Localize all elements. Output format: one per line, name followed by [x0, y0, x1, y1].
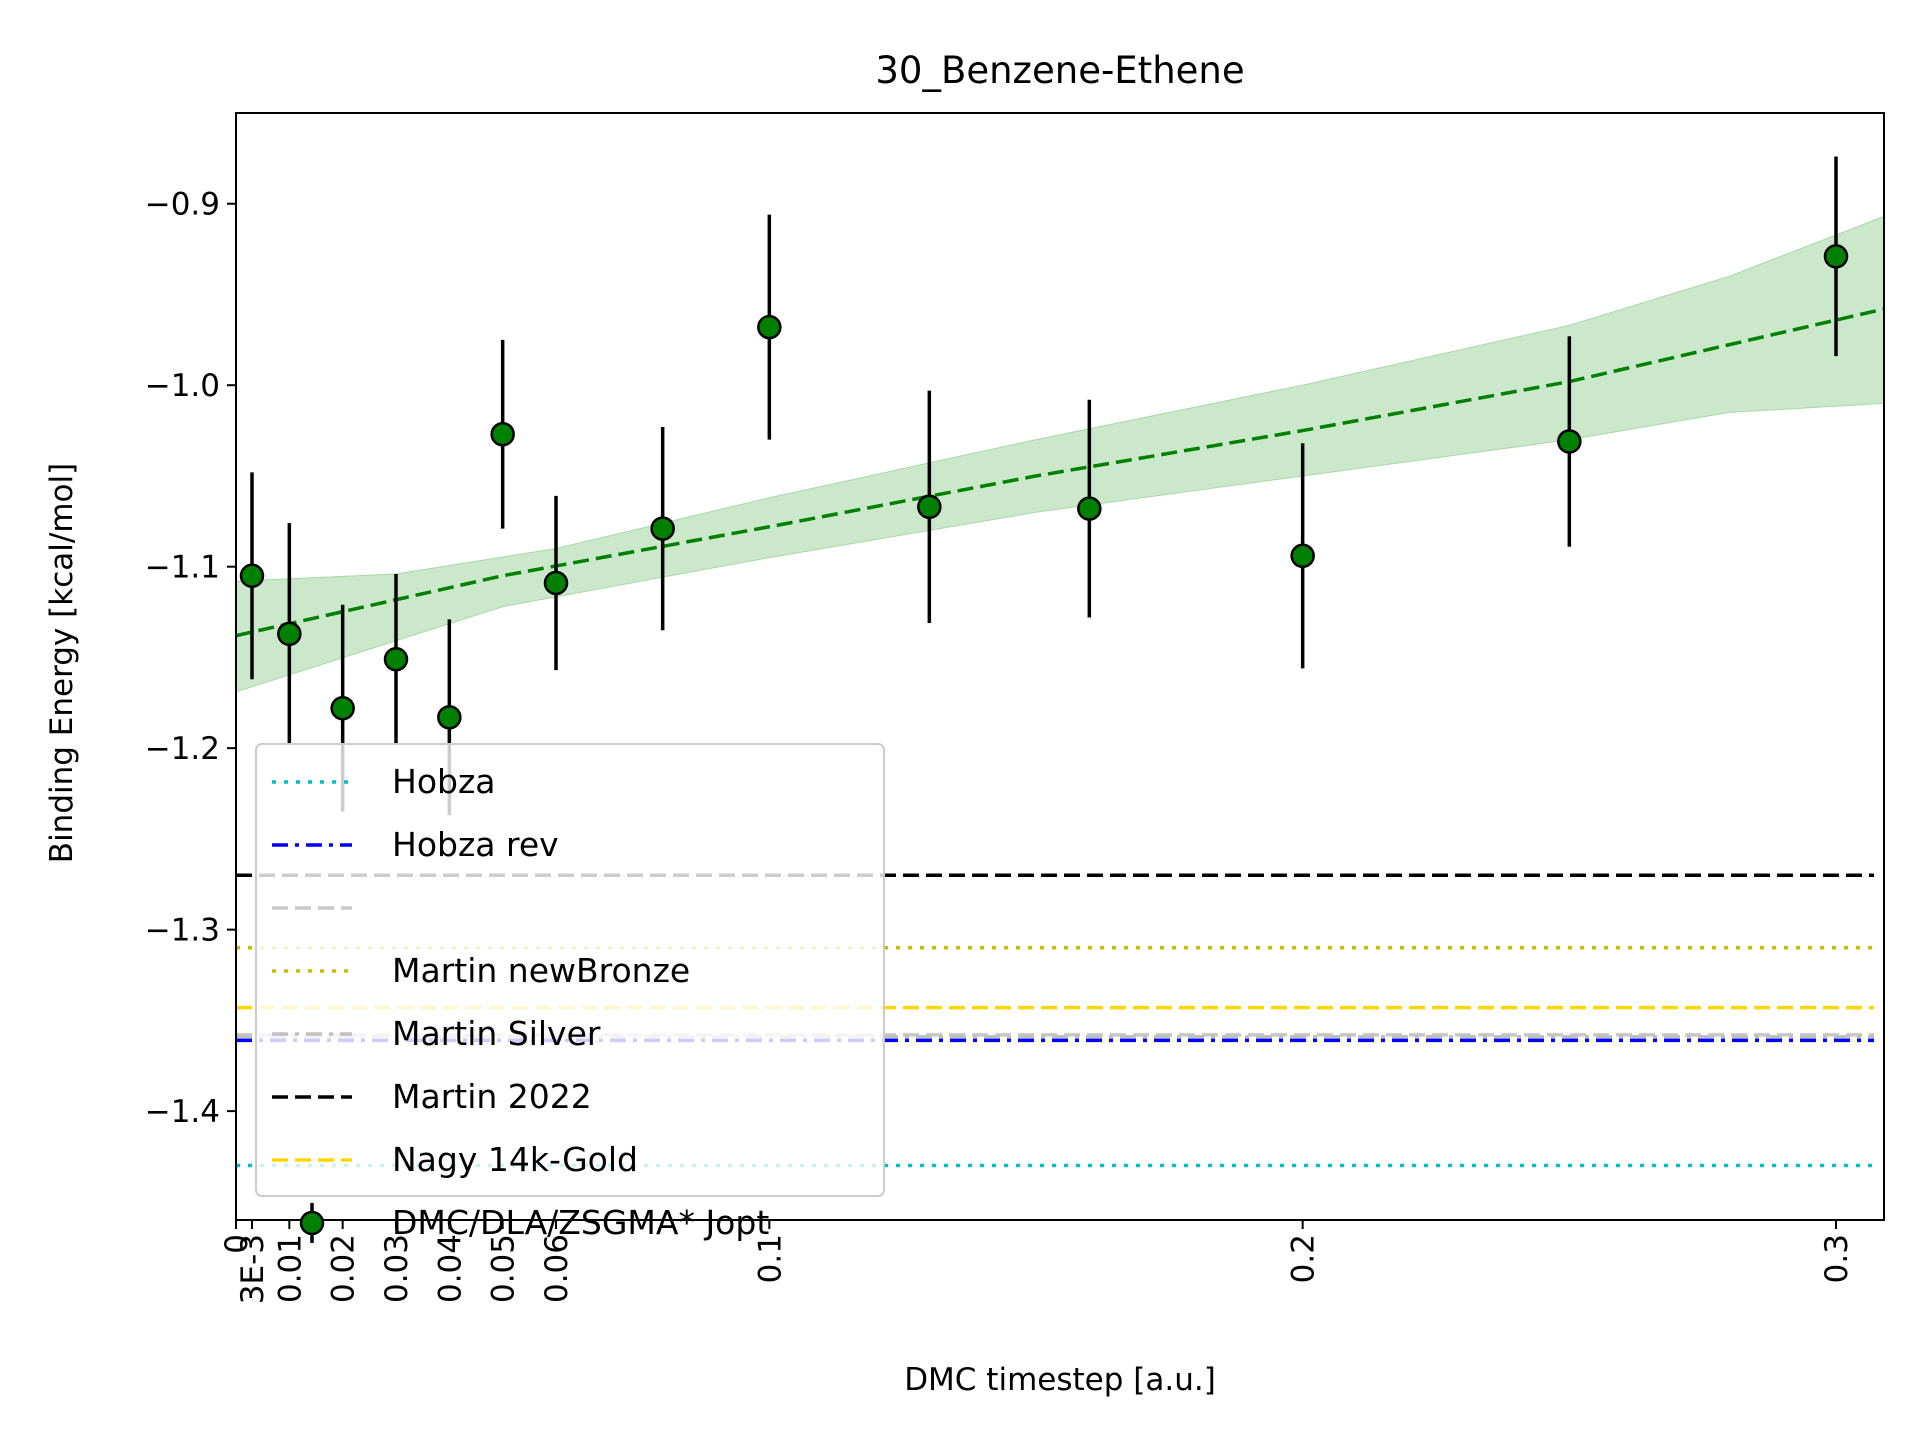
legend-box — [255, 743, 885, 1197]
x-tick-label-8: 0.1 — [752, 1234, 788, 1283]
x-tick-label-7: 0.06 — [539, 1234, 575, 1303]
legend: Hobza Hobza rev Martin newBronze Martin Sil… — [255, 743, 885, 1243]
legend-label-5: Martin 2022 — [392, 1077, 592, 1116]
data-point-0-2 — [330, 695, 355, 721]
data-point-0-1 — [277, 621, 302, 647]
legend-label-4: Martin Silver — [392, 1014, 601, 1053]
x-tick-label-1: 3E-3 — [235, 1234, 271, 1304]
data-point-0-8 — [757, 314, 782, 340]
plot-area — [236, 156, 1884, 1168]
legend-label-3: Martin newBronze — [392, 951, 690, 990]
data-point-0-0 — [239, 563, 265, 589]
x-tick-label-0: 0 — [219, 1234, 255, 1254]
fit-confidence-band — [236, 215, 1884, 693]
y-tick-label-4: −1.3 — [145, 913, 220, 949]
data-point-0-4 — [437, 705, 462, 730]
y-tick-label-0: −0.9 — [145, 187, 220, 223]
data-point-0-5 — [490, 421, 515, 447]
data-point-0-12 — [1557, 429, 1582, 454]
data-point-0-3 — [383, 646, 409, 672]
data-point-0-7 — [650, 516, 675, 541]
x-tick-label-4: 0.03 — [379, 1234, 415, 1303]
y-tick-label-3: −1.2 — [145, 731, 220, 767]
chart-title: 30_Benzene-Ethene — [875, 49, 1244, 92]
legend-label-6: Nagy 14k-Gold — [392, 1140, 638, 1179]
x-axis-label: DMC timestep [a.u.] — [904, 1362, 1216, 1398]
x-tick-label-6: 0.05 — [486, 1234, 522, 1303]
data-point-0-13 — [1823, 244, 1849, 269]
data-point-0-11 — [1290, 543, 1315, 569]
legend-label-7: DMC/DLA/ZSGMA* Jopt — [392, 1203, 769, 1242]
data-point-0-9 — [917, 494, 942, 520]
y-tick-label-1: −1.0 — [145, 368, 220, 404]
x-tick-label-5: 0.04 — [432, 1234, 468, 1303]
x-tick-label-3: 0.02 — [326, 1234, 362, 1303]
legend-label-0: Hobza — [392, 762, 496, 801]
legend-swatch-7 — [299, 1210, 325, 1236]
x-tick-label-2: 0.01 — [272, 1234, 308, 1303]
y-axis-label: Binding Energy [kcal/mol] — [44, 463, 80, 863]
y-tick-label-5: −1.4 — [145, 1094, 220, 1130]
y-tick-label-2: −1.1 — [145, 550, 220, 586]
legend-label-1: Hobza rev — [392, 825, 559, 864]
data-point-0-6 — [543, 570, 569, 596]
x-tick-label-9: 0.2 — [1286, 1234, 1322, 1283]
axes: −0.9 −1.0 −1.1 −1.2 −1.3 −1.4 03E-3 0.01 0.02 0.0… — [145, 112, 1885, 1304]
axes-frame — [235, 112, 1885, 1221]
x-tick-label-10: 0.3 — [1819, 1234, 1855, 1283]
data-point-0-10 — [1077, 496, 1102, 521]
